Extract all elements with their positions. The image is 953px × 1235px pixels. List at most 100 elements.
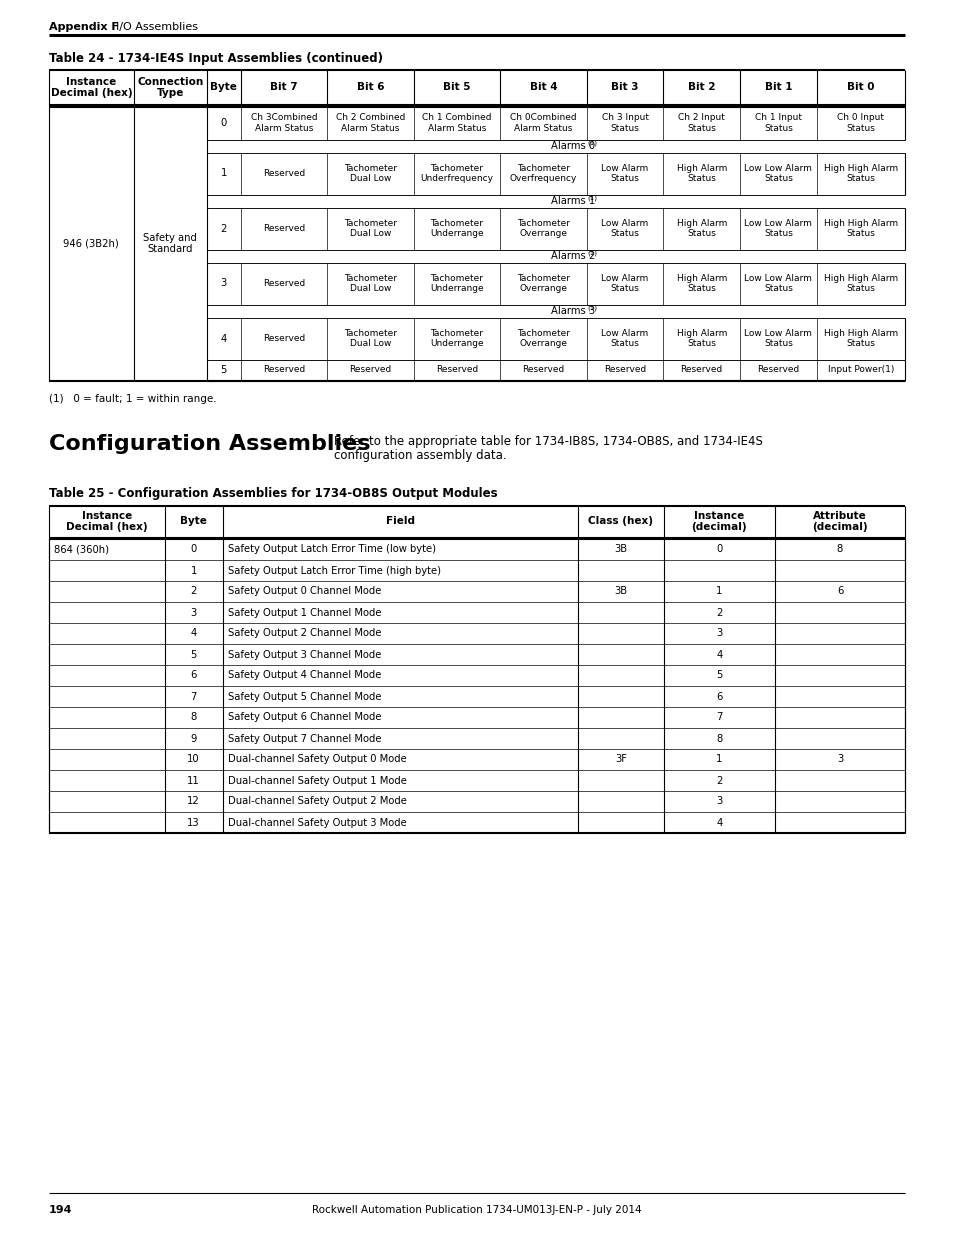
Text: 2: 2: [191, 587, 196, 597]
Text: 8: 8: [836, 545, 842, 555]
Text: Appendix F: Appendix F: [49, 22, 119, 32]
Text: Tachometer
Dual Low: Tachometer Dual Low: [344, 329, 396, 348]
Text: Low Alarm
Status: Low Alarm Status: [600, 274, 648, 293]
Text: Ch 1 Combined
Alarm Status: Ch 1 Combined Alarm Status: [422, 114, 491, 132]
Text: Dual-channel Safety Output 3 Mode: Dual-channel Safety Output 3 Mode: [228, 818, 406, 827]
Text: Class (hex): Class (hex): [588, 516, 653, 526]
Text: 5: 5: [191, 650, 196, 659]
Text: Reserved: Reserved: [263, 333, 305, 343]
Text: 3F: 3F: [614, 755, 626, 764]
Text: Instance
(decimal): Instance (decimal): [691, 511, 746, 532]
Text: 1: 1: [220, 168, 227, 179]
Text: 8: 8: [191, 713, 196, 722]
Text: Refer to the appropriate table for 1734-IB8S, 1734-OB8S, and 1734-IE4S
configura: Refer to the appropriate table for 1734-…: [334, 435, 762, 462]
Text: 7: 7: [716, 713, 721, 722]
Text: 0: 0: [191, 545, 196, 555]
Text: 3B: 3B: [614, 545, 627, 555]
Text: High Alarm
Status: High Alarm Status: [676, 329, 726, 348]
Text: Safety Output 1 Channel Mode: Safety Output 1 Channel Mode: [228, 608, 381, 618]
Text: 9: 9: [191, 734, 196, 743]
Text: Reserved: Reserved: [349, 366, 391, 374]
Text: Reserved: Reserved: [263, 366, 305, 374]
Text: 2: 2: [220, 224, 227, 233]
Text: Tachometer
Dual Low: Tachometer Dual Low: [344, 274, 396, 293]
Text: Ch 3 Input
Status: Ch 3 Input Status: [601, 114, 648, 132]
Text: Low Alarm
Status: Low Alarm Status: [600, 219, 648, 238]
Text: Ch 2 Input
Status: Ch 2 Input Status: [678, 114, 724, 132]
Text: (1): (1): [587, 195, 598, 201]
Text: Dual-channel Safety Output 1 Mode: Dual-channel Safety Output 1 Mode: [228, 776, 406, 785]
Text: 13: 13: [187, 818, 200, 827]
Text: Low Low Alarm
Status: Low Low Alarm Status: [743, 274, 811, 293]
Text: 6: 6: [836, 587, 842, 597]
Text: Safety Output 5 Channel Mode: Safety Output 5 Channel Mode: [228, 692, 381, 701]
Text: Safety and
Standard: Safety and Standard: [143, 232, 197, 254]
Text: 3B: 3B: [614, 587, 627, 597]
Text: 5: 5: [716, 671, 721, 680]
Text: Low Low Alarm
Status: Low Low Alarm Status: [743, 329, 811, 348]
Text: 2: 2: [716, 608, 721, 618]
Text: 0: 0: [716, 545, 721, 555]
Text: 194: 194: [49, 1205, 72, 1215]
Text: High Alarm
Status: High Alarm Status: [676, 219, 726, 238]
Text: 6: 6: [716, 692, 721, 701]
Text: Safety Output 6 Channel Mode: Safety Output 6 Channel Mode: [228, 713, 381, 722]
Text: High High Alarm
Status: High High Alarm Status: [823, 164, 897, 183]
Text: Tachometer
Dual Low: Tachometer Dual Low: [344, 164, 396, 183]
Text: 1: 1: [191, 566, 196, 576]
Text: Dual-channel Safety Output 2 Mode: Dual-channel Safety Output 2 Mode: [228, 797, 406, 806]
Text: 2: 2: [716, 776, 721, 785]
Text: Tachometer
Underrange: Tachometer Underrange: [430, 274, 483, 293]
Text: Tachometer
Underrange: Tachometer Underrange: [430, 219, 483, 238]
Text: Alarms 1: Alarms 1: [550, 196, 595, 206]
Text: 1: 1: [716, 587, 721, 597]
Text: 5: 5: [220, 366, 227, 375]
Text: 3: 3: [191, 608, 196, 618]
Text: Alarms 0: Alarms 0: [550, 141, 595, 151]
Text: Tachometer
Underrange: Tachometer Underrange: [430, 329, 483, 348]
Text: Tachometer
Overfrequency: Tachometer Overfrequency: [509, 164, 577, 183]
Text: 1: 1: [716, 755, 721, 764]
Text: High High Alarm
Status: High High Alarm Status: [823, 219, 897, 238]
Text: Tachometer
Dual Low: Tachometer Dual Low: [344, 219, 396, 238]
Text: Bit 4: Bit 4: [529, 83, 557, 93]
Text: Alarms 2: Alarms 2: [550, 251, 595, 261]
Text: 946 (3B2h): 946 (3B2h): [64, 238, 119, 248]
Text: 6: 6: [191, 671, 196, 680]
Text: Safety Output 2 Channel Mode: Safety Output 2 Channel Mode: [228, 629, 381, 638]
Text: Instance
Decimal (hex): Instance Decimal (hex): [66, 511, 148, 532]
Text: 12: 12: [187, 797, 200, 806]
Text: Safety Output 0 Channel Mode: Safety Output 0 Channel Mode: [228, 587, 381, 597]
Text: Low Alarm
Status: Low Alarm Status: [600, 329, 648, 348]
Text: Input Power(1): Input Power(1): [827, 366, 893, 374]
Text: Connection
Type: Connection Type: [137, 77, 203, 99]
Text: Byte: Byte: [210, 83, 237, 93]
Text: 7: 7: [191, 692, 196, 701]
Text: Byte: Byte: [180, 516, 207, 526]
Text: 864 (360h): 864 (360h): [54, 545, 109, 555]
Text: Bit 1: Bit 1: [764, 83, 791, 93]
Text: 3: 3: [220, 279, 227, 289]
Text: Bit 3: Bit 3: [611, 83, 639, 93]
Text: 3: 3: [716, 797, 721, 806]
Text: 8: 8: [716, 734, 721, 743]
Text: Reserved: Reserved: [679, 366, 722, 374]
Text: Reserved: Reserved: [263, 224, 305, 233]
Text: (1): (1): [587, 249, 598, 256]
Text: Tachometer
Underfrequency: Tachometer Underfrequency: [420, 164, 493, 183]
Text: 4: 4: [220, 333, 227, 343]
Text: Reserved: Reserved: [436, 366, 477, 374]
Text: Rockwell Automation Publication 1734-UM013J-EN-P - July 2014: Rockwell Automation Publication 1734-UM0…: [312, 1205, 641, 1215]
Text: 4: 4: [716, 650, 721, 659]
Text: Configuration Assemblies: Configuration Assemblies: [49, 435, 370, 454]
Text: Table 25 - Configuration Assemblies for 1734-OB8S Output Modules: Table 25 - Configuration Assemblies for …: [49, 488, 497, 500]
Text: (1): (1): [587, 305, 598, 311]
Text: 3: 3: [716, 629, 721, 638]
Text: 4: 4: [716, 818, 721, 827]
Text: Bit 6: Bit 6: [356, 83, 384, 93]
Text: Ch 3Combined
Alarm Status: Ch 3Combined Alarm Status: [251, 114, 317, 132]
Text: Dual-channel Safety Output 0 Mode: Dual-channel Safety Output 0 Mode: [228, 755, 406, 764]
Text: 11: 11: [187, 776, 200, 785]
Text: Reserved: Reserved: [521, 366, 564, 374]
Text: Low Low Alarm
Status: Low Low Alarm Status: [743, 219, 811, 238]
